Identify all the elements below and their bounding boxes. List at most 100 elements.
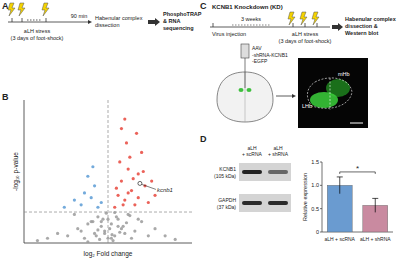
- label: (37 kDa): [217, 204, 237, 210]
- point: [115, 187, 118, 190]
- point: [127, 168, 130, 171]
- leader-line: [142, 184, 156, 189]
- tick: [320, 162, 322, 163]
- label: KCNB1: [219, 166, 236, 172]
- blot-band: [268, 170, 288, 174]
- shock-icon: [300, 12, 307, 25]
- point: [96, 215, 99, 218]
- error-bar: [372, 198, 378, 212]
- point: [80, 203, 83, 206]
- point: [133, 203, 136, 206]
- label: Habenular complex: [345, 16, 397, 22]
- blot-membrane: [239, 194, 291, 212]
- arrow: [332, 23, 343, 31]
- point: [110, 222, 113, 225]
- tick: [317, 23, 318, 27]
- point: [113, 211, 116, 214]
- shock-icon: [18, 3, 25, 16]
- point: [113, 206, 116, 209]
- point: [120, 127, 123, 130]
- label: (3 days of foot-shock): [279, 38, 332, 44]
- needle: [245, 58, 246, 88]
- arrow: [276, 96, 293, 97]
- point: [147, 201, 150, 204]
- point: [110, 233, 113, 236]
- point: [123, 232, 126, 235]
- blot-membrane: [239, 163, 291, 181]
- threshold-line: [24, 212, 192, 213]
- point: [128, 156, 131, 159]
- label: LHb: [302, 103, 312, 109]
- point: [137, 172, 140, 175]
- point: [91, 220, 94, 223]
- arrow: [148, 18, 160, 26]
- point: [63, 206, 66, 209]
- point: [133, 229, 136, 232]
- annotation: kcnb1: [157, 187, 173, 193]
- point: [116, 194, 119, 197]
- label: Western blot: [345, 30, 378, 36]
- tick: [293, 23, 294, 27]
- point: [91, 165, 94, 168]
- category-label: aLH + shRNA: [360, 236, 391, 242]
- point: [106, 218, 109, 221]
- point: [76, 227, 79, 230]
- annotated-point: [138, 181, 142, 185]
- label: aLH stress: [292, 31, 319, 37]
- point: [86, 175, 89, 178]
- tick: [12, 18, 13, 22]
- plot-area: [24, 100, 192, 243]
- point: [125, 221, 128, 224]
- blot-band: [242, 201, 262, 205]
- label: aLH stress: [24, 28, 51, 34]
- tick-label: 1.0: [311, 182, 319, 188]
- gfp-signal: [310, 92, 338, 108]
- arrow: [66, 22, 89, 23]
- label: mHb: [338, 71, 350, 77]
- point: [164, 234, 167, 237]
- label: (105 kDa): [214, 173, 236, 179]
- point: [86, 240, 89, 243]
- point: [83, 191, 86, 194]
- point: [174, 238, 177, 241]
- arrow-head: [292, 94, 296, 98]
- injection-site: [239, 88, 244, 92]
- label: sequencing: [163, 25, 194, 31]
- panel-label: B: [2, 92, 9, 102]
- point: [153, 227, 156, 230]
- tick-label: 0: [316, 229, 319, 235]
- point: [140, 151, 143, 154]
- shock-icon: [8, 3, 15, 16]
- label: dissection: [95, 22, 119, 28]
- point: [127, 191, 130, 194]
- shock-icon: [42, 3, 49, 16]
- axis-title: -log₁₀ p-value: [12, 152, 20, 191]
- point: [100, 225, 103, 228]
- point: [116, 225, 119, 228]
- point: [128, 214, 131, 217]
- label: GAPDH: [218, 197, 236, 203]
- label: Habenular complex: [95, 15, 143, 21]
- shock-icon: [312, 12, 319, 25]
- point: [66, 234, 69, 237]
- tick: [320, 208, 322, 209]
- label: PhosphoTRAP: [163, 11, 202, 17]
- error-bar: [337, 177, 343, 194]
- point: [83, 237, 86, 240]
- point: [135, 132, 138, 135]
- point: [105, 212, 108, 215]
- point: [137, 196, 140, 199]
- point: [153, 194, 156, 197]
- point: [123, 199, 126, 202]
- category-label: aLH + scRNA: [325, 236, 356, 242]
- label: 90 min: [71, 13, 88, 19]
- point: [73, 213, 76, 216]
- point: [103, 232, 106, 235]
- point: [95, 234, 98, 237]
- point: [73, 199, 76, 202]
- panel-label: C: [200, 1, 207, 11]
- significance: *: [356, 164, 359, 173]
- label: + shRNA: [268, 151, 289, 157]
- tick: [305, 23, 306, 27]
- outline: [330, 78, 331, 110]
